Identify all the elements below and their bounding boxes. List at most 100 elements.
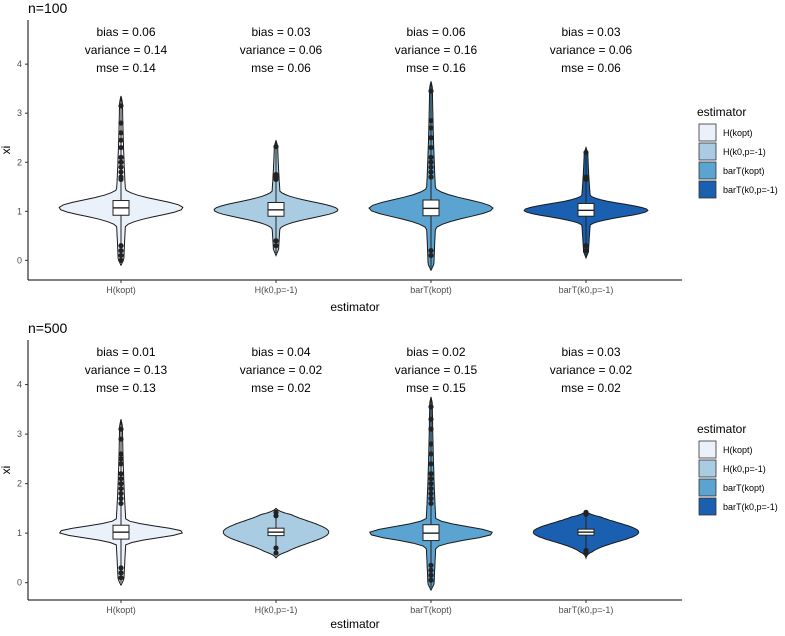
outlier-point bbox=[118, 247, 124, 254]
stat-bias: bias = 0.03 bbox=[561, 25, 620, 39]
stat-mse: mse = 0.13 bbox=[96, 381, 156, 395]
outlier-point bbox=[273, 550, 279, 556]
panel-title: n=500 bbox=[28, 320, 68, 336]
stat-mse: mse = 0.14 bbox=[96, 61, 156, 75]
outlier-point bbox=[118, 174, 124, 180]
y-tick-label: 1 bbox=[17, 206, 22, 216]
outlier-point bbox=[273, 171, 279, 178]
outlier-point bbox=[428, 490, 434, 497]
legend-entry-label: H(kopt) bbox=[723, 445, 753, 455]
y-tick-label: 3 bbox=[17, 429, 22, 439]
outlier-point bbox=[118, 471, 124, 477]
outlier-point bbox=[428, 441, 434, 447]
legend-swatch bbox=[698, 142, 717, 161]
stat-variance: variance = 0.15 bbox=[395, 363, 478, 377]
stat-variance: variance = 0.02 bbox=[240, 363, 323, 377]
legend-swatch bbox=[698, 161, 717, 180]
outlier-point bbox=[273, 509, 279, 515]
x-axis-title: estimator bbox=[330, 300, 379, 314]
outlier-point bbox=[428, 252, 434, 259]
outlier-point bbox=[118, 575, 124, 581]
y-tick-label: 4 bbox=[17, 380, 22, 390]
outlier-point bbox=[428, 461, 434, 467]
outlier-point bbox=[118, 243, 124, 249]
outlier-point bbox=[428, 144, 434, 151]
stat-mse: mse = 0.06 bbox=[251, 61, 311, 75]
outlier-point bbox=[583, 547, 589, 554]
legend-entry-label: H(k0,p=-1) bbox=[723, 464, 766, 474]
stat-bias: bias = 0.03 bbox=[561, 345, 620, 359]
outlier-point bbox=[428, 416, 434, 422]
outlier-point bbox=[118, 159, 124, 165]
outlier-point bbox=[118, 451, 124, 457]
stat-bias: bias = 0.02 bbox=[406, 345, 465, 359]
outlier-point bbox=[118, 461, 124, 467]
stat-bias: bias = 0.04 bbox=[251, 345, 310, 359]
outlier-point bbox=[428, 495, 434, 502]
legend-entry-label: H(kopt) bbox=[723, 128, 753, 138]
outlier-point bbox=[118, 169, 124, 175]
outlier-point bbox=[273, 238, 279, 244]
x-tick-label: H(k0,p=-1) bbox=[255, 605, 298, 615]
y-tick-label: 3 bbox=[17, 108, 22, 118]
outlier-point bbox=[428, 159, 434, 165]
panel-title: n=100 bbox=[28, 0, 68, 16]
outlier-point bbox=[428, 404, 434, 410]
outlier-point bbox=[118, 570, 124, 576]
outlier-point bbox=[583, 509, 589, 515]
legend-swatch bbox=[698, 497, 717, 516]
stat-variance: variance = 0.02 bbox=[550, 363, 633, 377]
outlier-point bbox=[118, 456, 124, 462]
outlier-point bbox=[118, 137, 124, 143]
outlier-point bbox=[118, 257, 124, 263]
outlier-point bbox=[273, 143, 279, 150]
outlier-point bbox=[428, 577, 434, 583]
legend-title: estimator bbox=[697, 422, 746, 436]
stat-bias: bias = 0.06 bbox=[96, 25, 155, 39]
outlier-point bbox=[273, 243, 279, 249]
stat-mse: mse = 0.16 bbox=[406, 61, 466, 75]
outlier-point bbox=[428, 426, 434, 432]
y-tick-label: 4 bbox=[17, 59, 22, 69]
outlier-point bbox=[428, 451, 434, 457]
outlier-point bbox=[583, 174, 589, 180]
outlier-point bbox=[118, 436, 124, 442]
outlier-point bbox=[428, 117, 434, 124]
outlier-point bbox=[428, 572, 434, 578]
outlier-point bbox=[118, 565, 124, 571]
stat-mse: mse = 0.02 bbox=[561, 381, 621, 395]
y-axis-title: xi bbox=[0, 466, 13, 475]
outlier-point bbox=[118, 252, 124, 259]
outlier-point bbox=[428, 471, 434, 477]
legend-swatch bbox=[698, 440, 717, 459]
x-tick-label: H(kopt) bbox=[106, 605, 136, 615]
outlier-point bbox=[428, 485, 434, 492]
y-tick-label: 2 bbox=[17, 157, 22, 167]
outlier-point bbox=[118, 485, 124, 492]
stat-variance: variance = 0.13 bbox=[85, 363, 168, 377]
outlier-point bbox=[428, 500, 434, 507]
legend-entry-label: barT(kopt) bbox=[723, 483, 765, 493]
outlier-point bbox=[428, 154, 434, 160]
panel-n100: n=100 0 1 2 3 4 xi H(kopt) H(k0,p=-1) barT(kopt) b… bbox=[0, 0, 778, 314]
x-tick-label: H(k0,p=-1) bbox=[255, 285, 298, 295]
legend-title: estimator bbox=[697, 105, 746, 119]
legend-swatch bbox=[698, 123, 717, 142]
outlier-point bbox=[583, 243, 589, 249]
outlier-point bbox=[428, 88, 434, 94]
outlier-point bbox=[118, 154, 124, 160]
outlier-point bbox=[428, 164, 434, 170]
legend-swatch bbox=[698, 180, 717, 199]
outlier-point bbox=[118, 164, 124, 170]
stat-variance: variance = 0.06 bbox=[240, 43, 323, 57]
outlier-point bbox=[118, 144, 124, 151]
outlier-point bbox=[118, 476, 124, 482]
x-tick-label: barT(k0,p=-1) bbox=[559, 285, 614, 295]
legend-entry-label: H(k0,p=-1) bbox=[723, 147, 766, 157]
x-tick-label: barT(k0,p=-1) bbox=[559, 605, 614, 615]
y-tick-label: 0 bbox=[17, 578, 22, 588]
outlier-point bbox=[118, 500, 124, 507]
legend-entry-label: barT(k0,p=-1) bbox=[723, 185, 778, 195]
legend-entry-label: barT(kopt) bbox=[723, 166, 765, 176]
